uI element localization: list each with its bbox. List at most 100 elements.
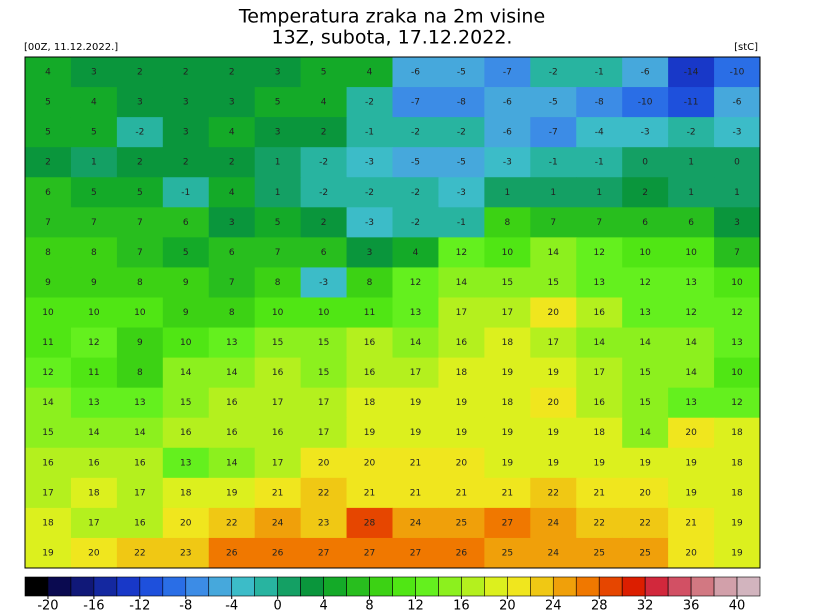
field-cell [208,537,256,569]
field-cell [162,117,210,148]
run-label: [00Z, 11.12.2022.] [24,42,118,53]
field-value: 15 [42,428,53,438]
field-cell [668,387,715,419]
field-cell [576,87,623,118]
field-cell [254,447,302,479]
field-value: 13 [685,398,696,408]
field-value: -3 [457,188,466,198]
field-value: 6 [229,248,235,258]
field-value: 15 [272,338,283,348]
field-value: 17 [410,368,421,378]
field-cell [254,267,302,298]
field-cell [208,507,256,539]
field-value: 4 [229,128,235,138]
field-cell [392,447,439,479]
colorbar-box [736,576,761,597]
field-cell [116,417,164,449]
colorbar-label: 40 [729,599,746,614]
field-value: 8 [137,368,143,378]
colorbar-box [621,576,646,597]
field-value: 20 [318,458,330,468]
field-cell [530,417,577,449]
field-value: 13 [180,458,191,468]
field-cell [622,147,669,178]
field-cell [254,417,302,449]
field-value: 2 [45,158,51,168]
field-cell [70,297,118,329]
colorbar-label: 32 [637,599,654,614]
field-value: -2 [319,158,328,168]
field-value: -10 [638,98,653,108]
field-value: 22 [226,518,237,528]
field-cell [25,177,72,208]
field-value: 22 [548,488,559,498]
field-cell [438,327,485,359]
field-cell [300,177,348,208]
field-cell [438,447,485,479]
field-value: 2 [183,158,189,168]
field-cell [438,177,485,208]
field-value: 13 [685,278,696,288]
field-cell [576,507,623,539]
field-value: 4 [91,98,97,108]
field-value: 12 [731,398,742,408]
field-cell [208,477,256,509]
field-cell [162,447,210,479]
field-value: 16 [364,338,376,348]
field-cell [346,117,393,148]
field-cell [162,327,210,359]
field-cell [530,237,577,268]
field-cell [25,207,72,238]
colorbar-box [300,576,324,597]
field-cell [668,207,715,238]
field-cell [714,387,761,419]
field-cell [346,57,393,88]
field-cell [70,237,118,268]
field-value: -3 [733,128,742,138]
field-value: 17 [593,368,604,378]
field-cell [116,237,164,268]
field-cell [392,267,439,298]
field-value: 1 [688,188,694,198]
field-value: 16 [134,458,146,468]
field-value: 13 [88,398,99,408]
field-cell [668,357,715,389]
field-value: 21 [685,518,696,528]
field-value: 1 [275,158,281,168]
field-value: 14 [639,338,651,348]
field-cell [484,57,531,88]
field-value: 18 [731,458,743,468]
field-value: 4 [413,248,419,258]
field-value: 20 [639,488,651,498]
field-value: -5 [457,68,466,78]
field-value: -3 [641,128,650,138]
field-value: 8 [137,278,143,288]
field-value: 16 [272,368,284,378]
field-value: 16 [364,368,376,378]
field-value: 4 [45,68,51,78]
field-cell [392,147,439,178]
field-cell [668,147,715,178]
field-value: -7 [503,68,512,78]
field-cell [392,207,439,238]
colorbar-box [231,576,255,597]
colorbar-label: -4 [225,599,238,614]
field-value: 13 [731,338,742,348]
field-cell [438,477,485,509]
field-cell [576,357,623,389]
field-value: 3 [183,128,189,138]
field-value: 16 [272,428,284,438]
field-cell [25,237,72,268]
field-value: -1 [365,128,374,138]
field-cell [392,357,439,389]
field-value: 18 [88,488,100,498]
field-value: 19 [410,428,422,438]
field-cell [162,87,210,118]
field-cell [438,207,485,238]
field-value: 3 [229,218,235,228]
field-cell [714,87,761,118]
colorbar-box [392,576,416,597]
field-cell [208,57,256,88]
field-cell [576,237,623,268]
field-cell [622,117,669,148]
